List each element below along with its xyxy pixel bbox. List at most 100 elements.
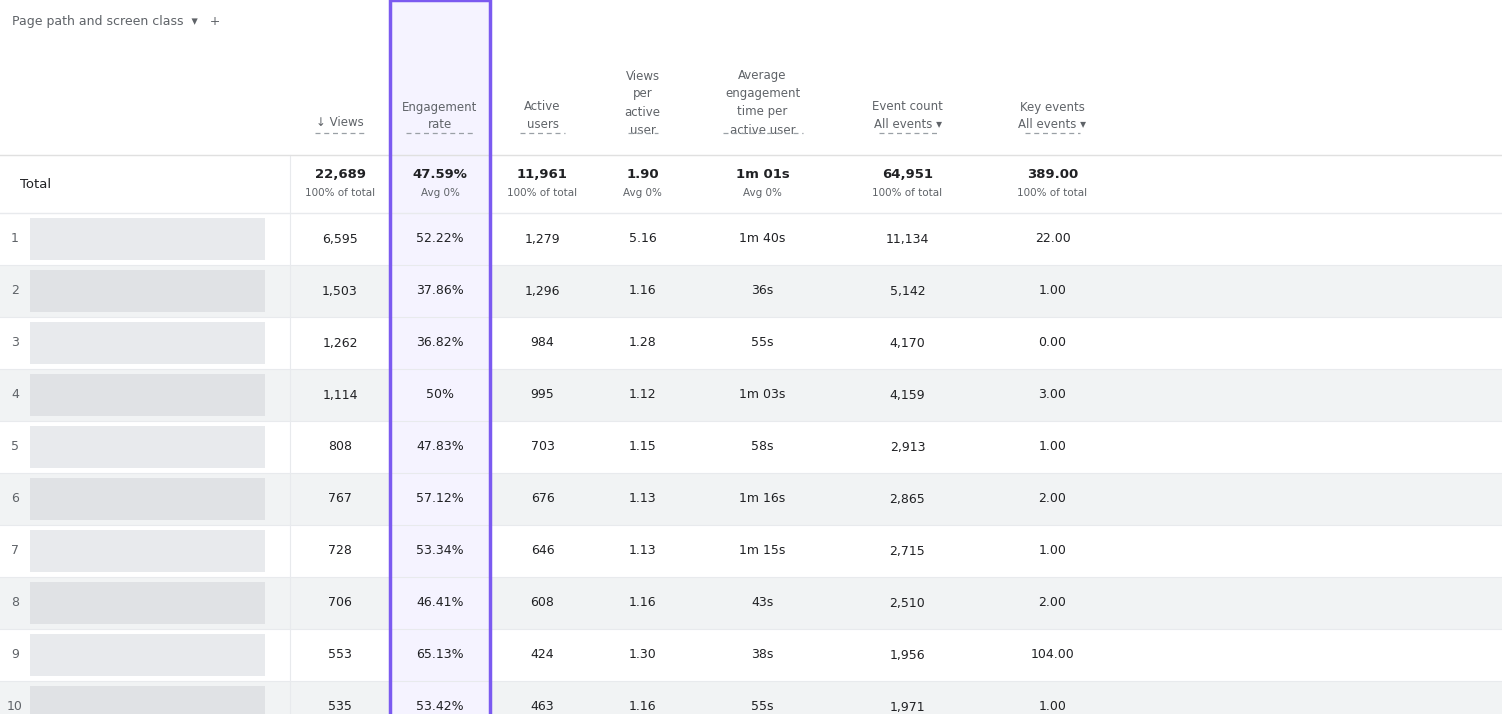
Text: Key events
All events ▾: Key events All events ▾ bbox=[1018, 101, 1086, 131]
Text: 6,595: 6,595 bbox=[321, 233, 357, 246]
Bar bbox=[30, 478, 264, 520]
Text: 104.00: 104.00 bbox=[1030, 648, 1074, 661]
Text: Total: Total bbox=[20, 178, 51, 191]
Text: ↓ Views: ↓ Views bbox=[315, 116, 363, 129]
Text: 535: 535 bbox=[327, 700, 351, 713]
Text: 1,956: 1,956 bbox=[889, 648, 925, 661]
Text: 767: 767 bbox=[327, 493, 351, 506]
Bar bbox=[30, 582, 264, 624]
Text: 5: 5 bbox=[11, 441, 20, 453]
Text: 2,913: 2,913 bbox=[889, 441, 925, 453]
Text: 1m 16s: 1m 16s bbox=[739, 493, 786, 506]
Bar bbox=[391, 421, 490, 473]
Text: 55s: 55s bbox=[751, 700, 774, 713]
Text: Avg 0%: Avg 0% bbox=[421, 188, 460, 198]
Text: 5.16: 5.16 bbox=[629, 233, 656, 246]
Bar bbox=[30, 530, 264, 572]
Text: 1.16: 1.16 bbox=[629, 596, 656, 610]
Text: 6: 6 bbox=[11, 493, 20, 506]
Text: 608: 608 bbox=[530, 596, 554, 610]
Text: 47.83%: 47.83% bbox=[416, 441, 464, 453]
Text: 706: 706 bbox=[327, 596, 351, 610]
Bar bbox=[391, 155, 490, 213]
Text: 0.00: 0.00 bbox=[1038, 336, 1066, 349]
Text: 2: 2 bbox=[11, 284, 20, 298]
Bar bbox=[391, 213, 490, 265]
Bar bbox=[0, 421, 1502, 473]
Bar bbox=[0, 369, 1502, 421]
Text: 11,134: 11,134 bbox=[886, 233, 930, 246]
Text: 5,142: 5,142 bbox=[889, 284, 925, 298]
Text: 22,689: 22,689 bbox=[314, 169, 365, 181]
Text: 53.42%: 53.42% bbox=[416, 700, 464, 713]
Text: 22.00: 22.00 bbox=[1035, 233, 1071, 246]
Text: 36.82%: 36.82% bbox=[416, 336, 464, 349]
Bar bbox=[0, 265, 1502, 317]
Text: Event count
All events ▾: Event count All events ▾ bbox=[873, 101, 943, 131]
Text: 52.22%: 52.22% bbox=[416, 233, 464, 246]
Text: 646: 646 bbox=[530, 545, 554, 558]
Text: 46.41%: 46.41% bbox=[416, 596, 464, 610]
Text: 100% of total: 100% of total bbox=[1017, 188, 1087, 198]
Bar bbox=[391, 317, 490, 369]
Text: 553: 553 bbox=[327, 648, 351, 661]
Bar bbox=[0, 473, 1502, 525]
Text: 728: 728 bbox=[327, 545, 351, 558]
Text: 389.00: 389.00 bbox=[1027, 169, 1078, 181]
Text: 1m 15s: 1m 15s bbox=[739, 545, 786, 558]
Text: 47.59%: 47.59% bbox=[413, 169, 467, 181]
Text: 2,865: 2,865 bbox=[889, 493, 925, 506]
Bar bbox=[391, 265, 490, 317]
Bar bbox=[391, 525, 490, 577]
Text: 4,170: 4,170 bbox=[889, 336, 925, 349]
Bar bbox=[30, 686, 264, 714]
Bar bbox=[30, 322, 264, 364]
Text: 100% of total: 100% of total bbox=[305, 188, 376, 198]
Bar bbox=[391, 629, 490, 681]
Text: Page path and screen class  ▾   +: Page path and screen class ▾ + bbox=[12, 16, 221, 29]
Bar bbox=[0, 629, 1502, 681]
Text: 1.13: 1.13 bbox=[629, 493, 656, 506]
Text: 1m 03s: 1m 03s bbox=[739, 388, 786, 401]
Text: Avg 0%: Avg 0% bbox=[623, 188, 662, 198]
Text: 43s: 43s bbox=[751, 596, 774, 610]
Bar bbox=[0, 577, 1502, 629]
Text: 808: 808 bbox=[327, 441, 351, 453]
Bar bbox=[30, 218, 264, 260]
Text: Active
users: Active users bbox=[524, 101, 560, 131]
Text: 1.00: 1.00 bbox=[1038, 441, 1066, 453]
Text: 1.15: 1.15 bbox=[629, 441, 656, 453]
Bar bbox=[391, 0, 490, 714]
Text: 65.13%: 65.13% bbox=[416, 648, 464, 661]
Text: 11,961: 11,961 bbox=[517, 169, 568, 181]
Text: 9: 9 bbox=[11, 648, 20, 661]
Text: 1.00: 1.00 bbox=[1038, 284, 1066, 298]
Text: 1,279: 1,279 bbox=[524, 233, 560, 246]
Text: 1,971: 1,971 bbox=[889, 700, 925, 713]
Text: 7: 7 bbox=[11, 545, 20, 558]
Text: 1.13: 1.13 bbox=[629, 545, 656, 558]
Text: 37.86%: 37.86% bbox=[416, 284, 464, 298]
Text: 3.00: 3.00 bbox=[1038, 388, 1066, 401]
Bar bbox=[391, 0, 490, 714]
Text: 984: 984 bbox=[530, 336, 554, 349]
Text: 53.34%: 53.34% bbox=[416, 545, 464, 558]
Bar bbox=[0, 681, 1502, 714]
Text: 1: 1 bbox=[11, 233, 20, 246]
Text: Average
engagement
time per
active user: Average engagement time per active user bbox=[725, 69, 801, 136]
Text: 2.00: 2.00 bbox=[1038, 493, 1066, 506]
Bar bbox=[391, 577, 490, 629]
Text: 64,951: 64,951 bbox=[882, 169, 933, 181]
Text: 1.12: 1.12 bbox=[629, 388, 656, 401]
Text: 1.90: 1.90 bbox=[626, 169, 659, 181]
Text: 55s: 55s bbox=[751, 336, 774, 349]
Text: 1m 01s: 1m 01s bbox=[736, 169, 790, 181]
Text: 1.28: 1.28 bbox=[629, 336, 656, 349]
Text: 10: 10 bbox=[8, 700, 23, 713]
Text: 3: 3 bbox=[11, 336, 20, 349]
Text: 2,715: 2,715 bbox=[889, 545, 925, 558]
Text: 1.00: 1.00 bbox=[1038, 545, 1066, 558]
Text: 703: 703 bbox=[530, 441, 554, 453]
Text: 676: 676 bbox=[530, 493, 554, 506]
Text: 8: 8 bbox=[11, 596, 20, 610]
